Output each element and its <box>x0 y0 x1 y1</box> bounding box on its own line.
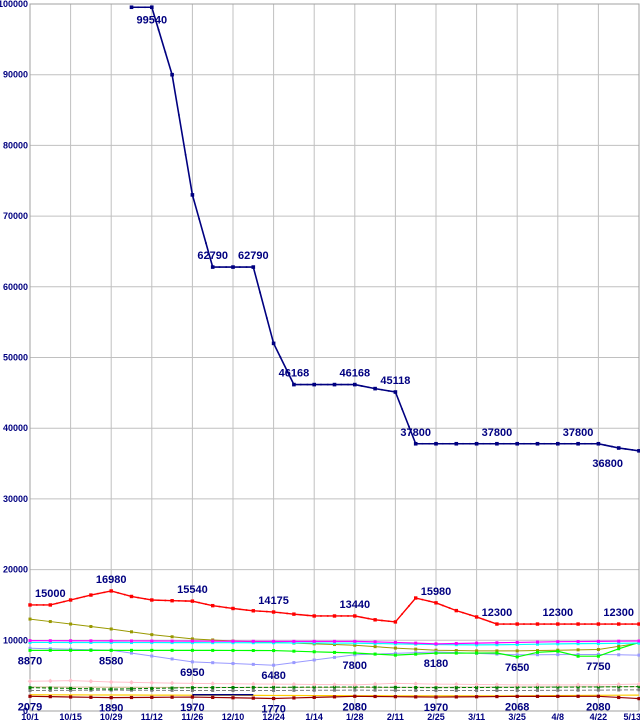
svg-text:37800: 37800 <box>563 427 594 439</box>
svg-text:12300: 12300 <box>543 607 574 619</box>
svg-text:62790: 62790 <box>197 250 228 262</box>
svg-text:37800: 37800 <box>482 427 513 439</box>
svg-text:12300: 12300 <box>482 607 513 619</box>
svg-text:100000: 100000 <box>0 0 28 9</box>
svg-text:1970: 1970 <box>424 702 448 714</box>
svg-text:36800: 36800 <box>592 458 623 470</box>
svg-text:1770: 1770 <box>261 703 285 715</box>
svg-text:6480: 6480 <box>261 670 285 682</box>
svg-text:8180: 8180 <box>424 658 448 670</box>
svg-text:90000: 90000 <box>3 70 28 80</box>
svg-text:16980: 16980 <box>96 574 127 586</box>
svg-text:15540: 15540 <box>177 584 208 596</box>
svg-text:2080: 2080 <box>343 701 367 713</box>
svg-text:80000: 80000 <box>3 140 28 150</box>
svg-text:2/11: 2/11 <box>387 712 404 720</box>
svg-text:1/14: 1/14 <box>305 712 323 720</box>
svg-text:8870: 8870 <box>18 655 42 667</box>
svg-text:2080: 2080 <box>586 701 610 713</box>
svg-text:5/13: 5/13 <box>623 712 640 720</box>
svg-text:62790: 62790 <box>238 250 269 262</box>
svg-text:1970: 1970 <box>180 702 204 714</box>
svg-text:10000: 10000 <box>3 635 28 645</box>
svg-text:15000: 15000 <box>35 588 66 600</box>
svg-text:37800: 37800 <box>400 427 431 439</box>
svg-text:50000: 50000 <box>3 353 28 363</box>
svg-text:1890: 1890 <box>99 703 123 715</box>
svg-text:4/8: 4/8 <box>552 712 565 720</box>
svg-text:99540: 99540 <box>137 14 168 26</box>
svg-text:7800: 7800 <box>343 660 367 672</box>
svg-text:46168: 46168 <box>279 368 310 380</box>
svg-text:12300: 12300 <box>603 607 634 619</box>
svg-text:8580: 8580 <box>99 655 123 667</box>
svg-text:40000: 40000 <box>3 423 28 433</box>
svg-text:45118: 45118 <box>380 375 410 387</box>
svg-text:7750: 7750 <box>586 661 610 673</box>
svg-text:2068: 2068 <box>505 701 529 713</box>
svg-text:10/15: 10/15 <box>59 712 82 720</box>
svg-text:11/12: 11/12 <box>141 712 163 720</box>
svg-text:7650: 7650 <box>505 662 529 674</box>
svg-text:60000: 60000 <box>3 282 28 292</box>
svg-text:2079: 2079 <box>18 701 42 713</box>
svg-text:12/10: 12/10 <box>222 712 245 720</box>
svg-text:30000: 30000 <box>3 494 28 504</box>
svg-text:6950: 6950 <box>180 667 204 679</box>
svg-text:13440: 13440 <box>340 599 371 611</box>
svg-text:70000: 70000 <box>3 211 28 221</box>
svg-text:14175: 14175 <box>258 595 289 607</box>
svg-text:15980: 15980 <box>421 586 452 598</box>
svg-text:20000: 20000 <box>3 565 28 575</box>
svg-text:46168: 46168 <box>340 368 371 380</box>
svg-text:3/11: 3/11 <box>468 712 485 720</box>
